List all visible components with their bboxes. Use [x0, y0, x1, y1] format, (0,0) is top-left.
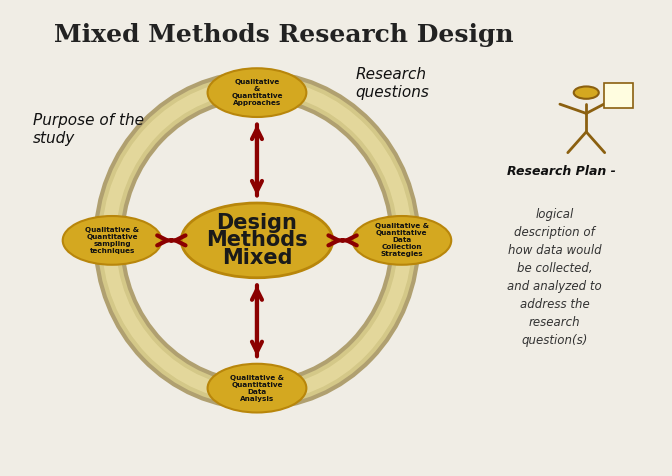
Text: Design: Design [216, 213, 298, 233]
FancyBboxPatch shape [604, 83, 633, 108]
Text: Qualitative &
Quantitative
sampling
techniques: Qualitative & Quantitative sampling tech… [85, 227, 139, 254]
Ellipse shape [208, 68, 306, 117]
Text: Qualitative &
Quantitative
Data
Analysis: Qualitative & Quantitative Data Analysis [230, 375, 284, 402]
Text: Qualitative
&
Quantitative
Approaches: Qualitative & Quantitative Approaches [231, 79, 283, 106]
Text: Research Plan -: Research Plan - [507, 165, 616, 178]
Text: Purpose of the
study: Purpose of the study [33, 113, 144, 146]
Text: logical
description of
how data would
be collected,
and analyzed to
address the
: logical description of how data would be… [507, 208, 602, 347]
Ellipse shape [352, 216, 452, 265]
Ellipse shape [181, 203, 333, 278]
Text: Research
questions: Research questions [355, 67, 429, 100]
Ellipse shape [208, 364, 306, 413]
Ellipse shape [574, 87, 599, 99]
Text: Mixed Methods Research Design: Mixed Methods Research Design [54, 23, 513, 48]
Text: Methods: Methods [206, 230, 308, 250]
Ellipse shape [62, 216, 161, 265]
Text: Qualitative &
Quantitative
Data
Collection
Strategies: Qualitative & Quantitative Data Collecti… [375, 223, 429, 258]
Text: Mixed: Mixed [222, 248, 292, 268]
